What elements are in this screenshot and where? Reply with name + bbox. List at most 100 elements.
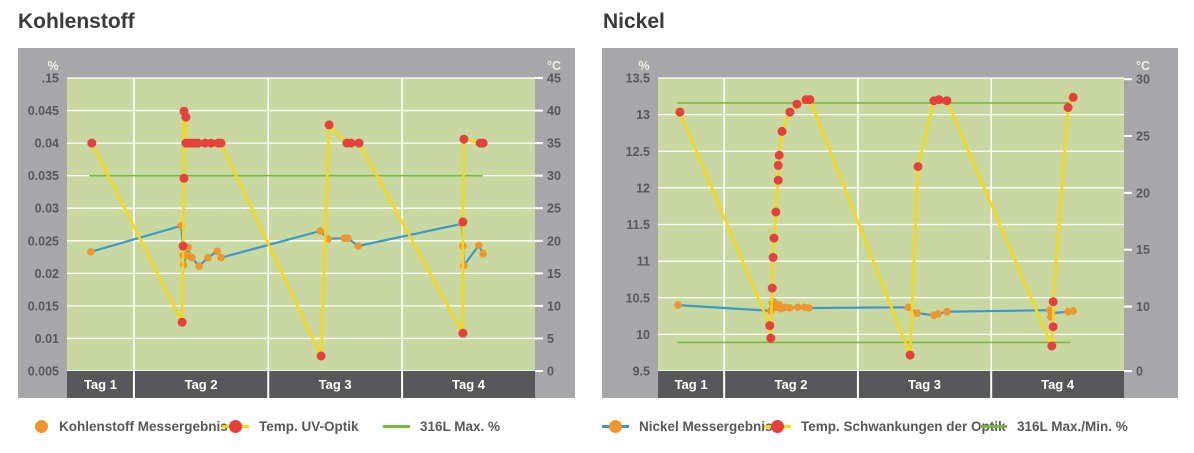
nickel-messergebnis-point [805,304,813,312]
temp-schwankungen-der-optik-point [805,95,815,105]
temp-uv-optik-point [459,134,469,144]
legend-label: Temp. UV-Optik [259,418,359,434]
left-axis-tick-label: 0.035 [28,169,59,183]
x-axis-label: Tag 1 [675,377,708,392]
temp-uv-optik-point [458,328,468,338]
kohlenstoff-messergebnis-point [217,253,225,262]
left-axis-tick-label: 12 [636,181,650,195]
temp-schwankungen-der-optik-point [768,252,778,262]
right-axis-tick-label: 10 [547,299,561,313]
left-axis-tick-label: .15 [42,72,59,86]
right-axis-unit: °C [1136,59,1150,73]
kohlenstoff-chart: Tag 1 Tag 2 Tag 3 Tag 4%.150.0450.040.0350.… [18,48,575,398]
temp-uv-optik-point [478,138,488,148]
legend-item-nickel-messergebnis: Nickel Messergebnis [602,417,773,435]
legend-dot [771,419,784,433]
temp-uv-optik-point [346,138,356,148]
temp-uv-optik-point [87,138,97,148]
temp-schwankungen-der-optik-series [675,92,1078,360]
temp-schwankungen-der-optik-point [777,126,787,136]
legend-item-316l-max: 316L Max. % [383,417,500,435]
left-axis-tick-label: 10.5 [626,291,650,305]
kohlenstoff-messergebnis-point [344,234,352,242]
temp-schwankungen-der-optik-point [1048,322,1058,332]
left-axis-tick-label: 0.005 [28,365,59,379]
temp-uv-optik-point [177,317,187,327]
nickel-chart-panel: Tag 1 Tag 2 Tag 3 Tag 4% 13.5 13 12.5 12 11.5 11 1… [602,48,1178,398]
left-axis-unit: % [47,59,58,73]
right-axis-tick-label: 5 [547,332,554,346]
temp-uv-optik-point [316,351,326,361]
legend-label: 316L Max./Min. % [1017,418,1128,434]
kohlenstoff-messergebnis-point [475,241,483,250]
right-axis-tick-label: 10 [1136,300,1150,314]
kohlenstoff-messergebnis-point [204,253,212,262]
right-axis-tick-label: 25 [547,202,561,216]
left-axis-tick-label: 0.02 [35,267,59,281]
legend-label: Nickel Messergebnis [639,418,773,434]
right-axis-tick-label: 30 [547,169,561,183]
nickel-messergebnis-point [786,304,794,312]
x-axis-label: Tag 3 [319,377,352,392]
yellow-line-red-dot-marker-icon [764,419,791,433]
orange-dot-marker-icon [35,419,49,433]
temp-uv-optik-point [206,138,216,148]
x-axis-label: Tag 4 [452,377,486,392]
left-axis-tick-label: 0.025 [28,234,59,248]
chart-title-nickel: Nickel [603,10,665,33]
temp-schwankungen-der-optik-point [905,350,915,360]
left-axis-tick-label: 0.01 [35,332,59,346]
temp-uv-optik-series [87,106,488,361]
kohlenstoff-chart-panel: Tag 1 Tag 2 Tag 3 Tag 4% .15 0.045 0.04 0.035 0.… [18,48,575,398]
temp-schwankungen-der-optik-point [1068,92,1078,102]
left-axis-tick-label: 11.5 [626,218,650,232]
legend-item-temp-uv-optik: Temp. UV-Optik [222,417,359,435]
x-axis-label: Tag 1 [84,377,117,392]
temp-schwankungen-der-optik-point [1063,103,1073,112]
left-axis-tick-label: 12.5 [626,145,650,159]
left-axis-tick-label: 11 [637,255,650,269]
right-axis-unit: °C [547,59,561,73]
temp-uv-optik-point [193,138,203,148]
left-axis-tick-label: 13 [636,108,650,122]
kohlenstoff-messergebnis-point [87,248,95,256]
temp-schwankungen-der-optik-point [1047,341,1057,351]
temp-schwankungen-der-optik-point [767,283,777,293]
x-axis-label: Tag 2 [775,377,808,392]
legend-item-temp-schwankungen: Temp. Schwankungen der Optik [764,417,1006,435]
legend-label: Kohlenstoff Messergebnis [59,418,228,434]
kohlenstoff-messergebnis-point [188,253,196,262]
left-axis-unit: % [638,59,649,73]
legend-line [980,424,1007,428]
left-axis-tick-label: 0.045 [28,104,59,118]
temp-uv-optik-point [354,138,364,148]
nickel-messergebnis-point [904,303,912,312]
kohlenstoff-messergebnis-point [316,227,325,235]
right-axis-tick-label: 20 [547,234,561,248]
legend-line [383,424,410,428]
temp-uv-optik-point [216,138,226,148]
temp-uv-optik-point [324,120,334,130]
kohlenstoff-messergebnis-point [479,250,487,258]
nickel-messergebnis-point [943,307,951,316]
left-axis-tick-label: 9.5 [633,365,650,379]
temp-schwankungen-der-optik-point [913,162,923,172]
right-axis-tick-label: 0 [547,365,554,379]
temp-schwankungen-der-optik-point [766,333,776,343]
right-axis-tick-label: 20 [1136,186,1150,200]
temp-schwankungen-der-optik-point [773,175,783,185]
legend-label: 316L Max. % [420,418,501,434]
left-axis-tick-label: 13.5 [626,72,650,86]
legend-dot [609,419,622,433]
right-axis-tick-label: 25 [1136,130,1150,144]
right-axis-tick-label: 30 [1136,73,1150,87]
nickel-messergebnis-point [794,303,802,312]
x-axis-band [67,371,535,398]
kohlenstoff-messergebnis-point [354,242,362,250]
nickel-messergebnis-point [913,309,921,317]
right-axis-tick-label: 0 [1136,365,1143,379]
legend-item-316l-max-min: 316L Max./Min. % [980,417,1128,435]
nickel-messergebnis-point [934,310,942,318]
temp-uv-optik-point [458,217,468,227]
temp-uv-optik-point [179,173,189,183]
